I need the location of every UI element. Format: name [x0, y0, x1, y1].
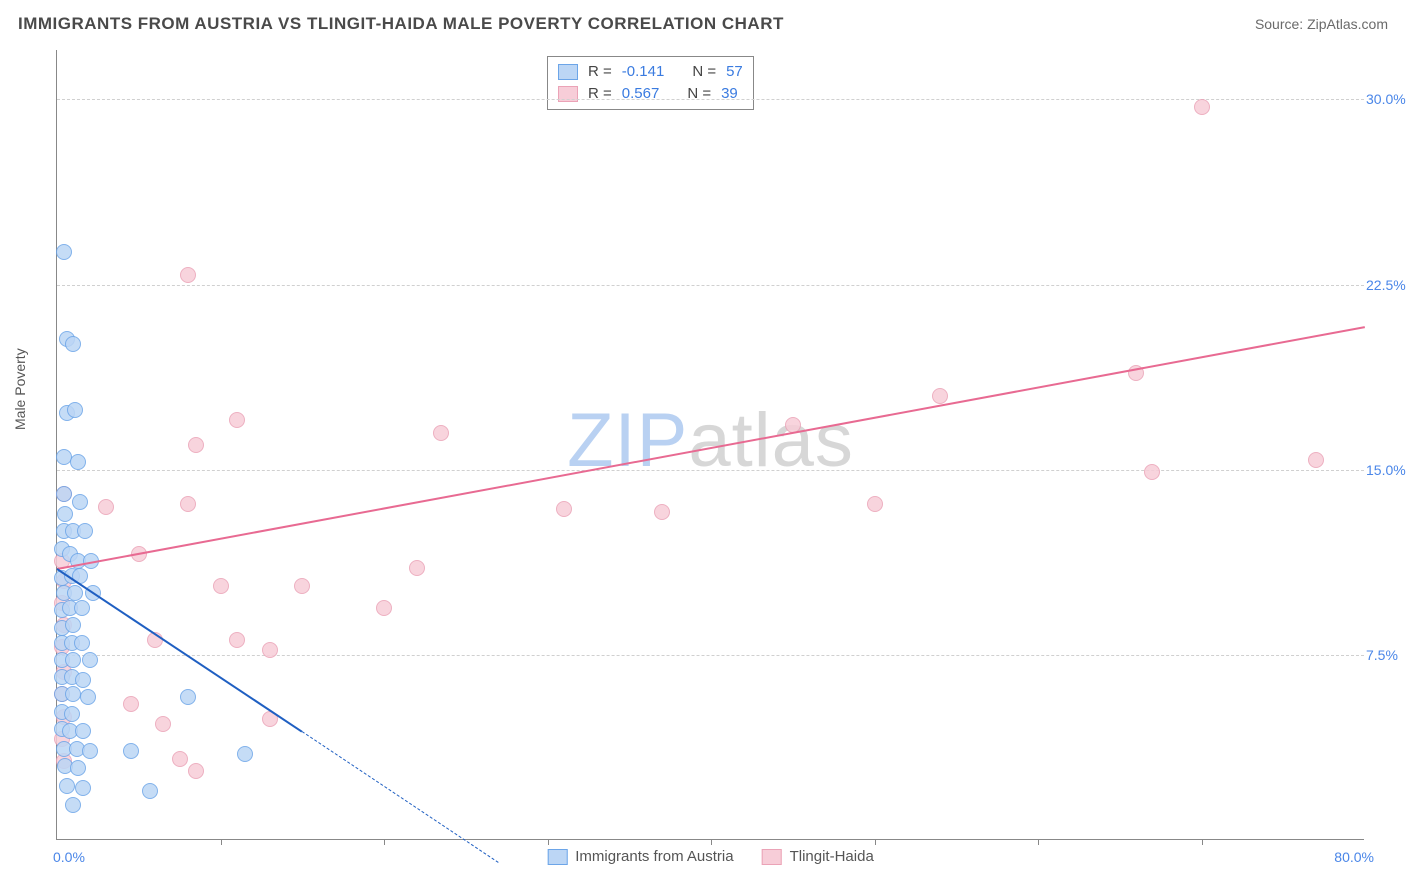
scatter-point-austria [123, 743, 139, 759]
scatter-point-tlingit [229, 412, 245, 428]
x-tick [711, 839, 712, 845]
scatter-point-austria [65, 652, 81, 668]
n-label: N = [692, 61, 716, 83]
scatter-point-austria [65, 336, 81, 352]
scatter-point-austria [67, 402, 83, 418]
scatter-point-tlingit [123, 696, 139, 712]
scatter-point-tlingit [556, 501, 572, 517]
legend-swatch-austria [547, 849, 567, 865]
austria-n-value: 57 [726, 61, 743, 83]
scatter-point-austria [75, 780, 91, 796]
scatter-point-austria [64, 706, 80, 722]
scatter-point-austria [56, 486, 72, 502]
scatter-point-tlingit [180, 496, 196, 512]
scatter-point-tlingit [932, 388, 948, 404]
scatter-point-tlingit [409, 560, 425, 576]
series-legend: Immigrants from Austria Tlingit-Haida [547, 848, 874, 865]
scatter-point-austria [142, 783, 158, 799]
x-tick [1038, 839, 1039, 845]
scatter-point-tlingit [229, 632, 245, 648]
legend-label-austria: Immigrants from Austria [575, 848, 733, 865]
scatter-point-austria [57, 506, 73, 522]
x-tick [221, 839, 222, 845]
x-tick [1202, 839, 1203, 845]
scatter-point-austria [80, 689, 96, 705]
r-label: R = [588, 83, 612, 105]
scatter-point-tlingit [433, 425, 449, 441]
gridline-h [57, 285, 1364, 286]
scatter-point-tlingit [172, 751, 188, 767]
legend-item-austria: Immigrants from Austria [547, 848, 733, 865]
correlation-legend: R = -0.141 N = 57 R = 0.567 N = 39 [547, 56, 754, 110]
y-axis-label: Male Poverty [12, 348, 28, 430]
scatter-point-austria [65, 617, 81, 633]
trendline-tlingit [57, 327, 1365, 571]
scatter-point-austria [56, 449, 72, 465]
scatter-point-tlingit [262, 642, 278, 658]
tlingit-r-value: 0.567 [622, 83, 660, 105]
scatter-plot: ZIPatlas R = -0.141 N = 57 R = 0.567 N =… [56, 50, 1364, 840]
legend-swatch-austria [558, 64, 578, 80]
scatter-point-tlingit [188, 437, 204, 453]
scatter-point-tlingit [654, 504, 670, 520]
n-label: N = [687, 83, 711, 105]
scatter-point-austria [237, 746, 253, 762]
scatter-point-tlingit [180, 267, 196, 283]
r-label: R = [588, 61, 612, 83]
x-tick [875, 839, 876, 845]
legend-label-tlingit: Tlingit-Haida [790, 848, 874, 865]
scatter-point-austria [77, 523, 93, 539]
y-tick-label: 15.0% [1366, 462, 1406, 478]
scatter-point-austria [74, 600, 90, 616]
scatter-point-austria [82, 652, 98, 668]
scatter-point-tlingit [1144, 464, 1160, 480]
y-tick-label: 7.5% [1366, 647, 1406, 663]
y-tick-label: 22.5% [1366, 277, 1406, 293]
trendline-austria-dash [302, 731, 499, 863]
scatter-point-tlingit [1194, 99, 1210, 115]
y-tick-label: 30.0% [1366, 91, 1406, 107]
scatter-point-tlingit [155, 716, 171, 732]
scatter-point-tlingit [376, 600, 392, 616]
x-tick [548, 839, 549, 845]
scatter-point-austria [70, 760, 86, 776]
gridline-h [57, 655, 1364, 656]
scatter-point-austria [72, 494, 88, 510]
scatter-point-austria [65, 686, 81, 702]
tlingit-n-value: 39 [721, 83, 738, 105]
gridline-h [57, 470, 1364, 471]
scatter-point-tlingit [98, 499, 114, 515]
scatter-point-tlingit [213, 578, 229, 594]
chart-title: IMMIGRANTS FROM AUSTRIA VS TLINGIT-HAIDA… [18, 14, 784, 34]
scatter-point-tlingit [188, 763, 204, 779]
scatter-point-austria [75, 672, 91, 688]
x-axis-max-label: 80.0% [1334, 849, 1374, 865]
scatter-point-tlingit [294, 578, 310, 594]
legend-row-tlingit: R = 0.567 N = 39 [558, 83, 743, 105]
scatter-point-austria [74, 635, 90, 651]
scatter-point-austria [65, 797, 81, 813]
scatter-point-tlingit [867, 496, 883, 512]
scatter-point-austria [180, 689, 196, 705]
legend-swatch-tlingit [762, 849, 782, 865]
scatter-point-austria [70, 454, 86, 470]
gridline-h [57, 99, 1364, 100]
scatter-point-austria [56, 244, 72, 260]
legend-item-tlingit: Tlingit-Haida [762, 848, 874, 865]
scatter-point-austria [75, 723, 91, 739]
scatter-point-austria [82, 743, 98, 759]
x-tick [384, 839, 385, 845]
x-axis-min-label: 0.0% [53, 849, 85, 865]
austria-r-value: -0.141 [622, 61, 665, 83]
scatter-point-tlingit [1308, 452, 1324, 468]
scatter-point-austria [59, 778, 75, 794]
source-label: Source: ZipAtlas.com [1255, 16, 1388, 32]
scatter-point-austria [67, 585, 83, 601]
legend-row-austria: R = -0.141 N = 57 [558, 61, 743, 83]
